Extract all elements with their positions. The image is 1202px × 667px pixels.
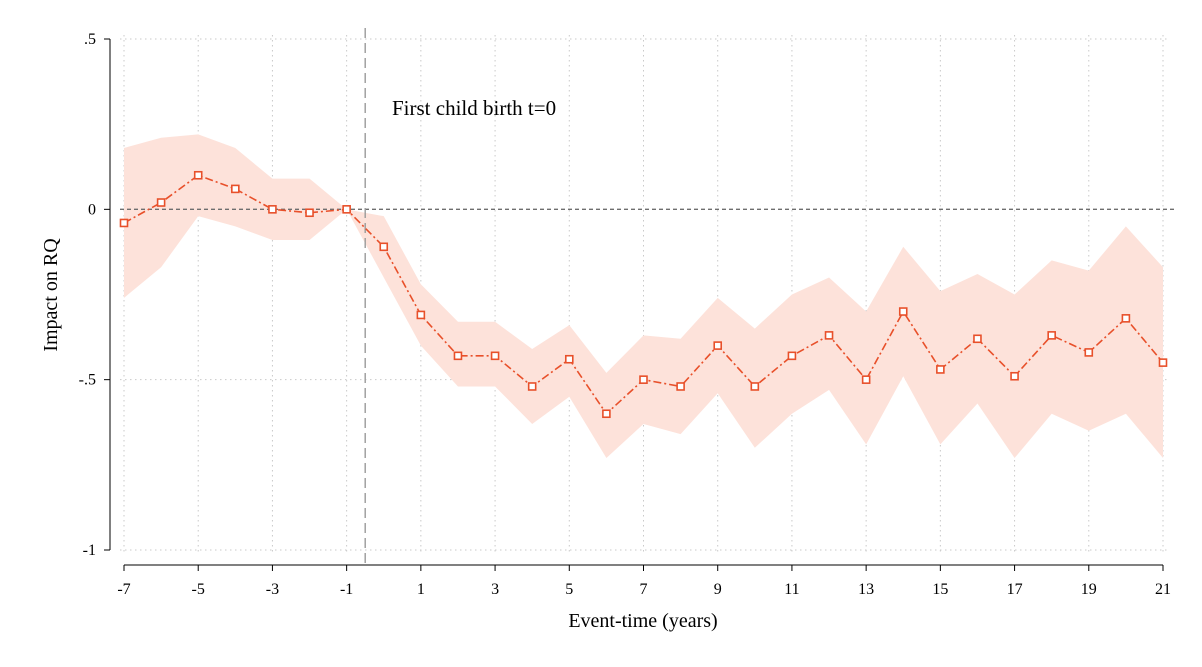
data-point	[490, 351, 500, 361]
data-point	[676, 382, 685, 391]
data-point	[1047, 331, 1056, 340]
data-point	[231, 184, 240, 194]
data-point	[564, 354, 574, 364]
x-axis-title: Event-time (years)	[568, 610, 717, 632]
x-tick-label: -1	[340, 581, 353, 598]
data-point	[379, 242, 389, 252]
data-point	[1158, 358, 1168, 367]
data-point	[861, 375, 871, 384]
data-point	[416, 310, 426, 320]
data-point	[527, 382, 537, 391]
data-point	[156, 198, 166, 207]
x-tick-label: 1	[417, 581, 425, 598]
x-tick-label: 19	[1081, 581, 1097, 598]
data-point	[824, 331, 834, 340]
data-point	[973, 334, 982, 344]
data-point	[193, 170, 203, 180]
x-tick-label: -5	[192, 581, 205, 598]
series-markers	[119, 170, 1168, 419]
data-point	[713, 341, 723, 350]
data-point	[453, 351, 463, 361]
data-point	[305, 208, 314, 218]
tick-labels: .50-.5-1-7 -5 -3 -1 1 3 5 7 9 11 13 15 17 19 21	[79, 31, 1171, 598]
y-tick-label: 0	[88, 201, 96, 218]
data-point	[602, 409, 611, 419]
y-tick-label: -1	[83, 542, 96, 559]
x-tick-label: 3	[491, 581, 499, 598]
x-tick-label: 7	[640, 581, 648, 598]
ci-band	[124, 134, 1163, 459]
y-tick-label: -.5	[79, 372, 96, 389]
data-point	[639, 375, 648, 384]
data-point	[268, 205, 277, 214]
x-tick-label: 9	[714, 581, 722, 598]
x-tick-label: 17	[1007, 581, 1023, 598]
x-tick-label: 11	[784, 581, 799, 598]
x-tick-label: -3	[266, 581, 279, 598]
grid-lines	[120, 35, 1167, 554]
y-axis-title: Impact on RQ	[40, 238, 62, 352]
data-point	[342, 205, 351, 214]
data-point	[898, 307, 908, 316]
x-tick-label: 13	[858, 581, 874, 598]
data-point	[1121, 314, 1131, 323]
confidence-band	[124, 134, 1163, 459]
x-tick-label: 21	[1155, 581, 1171, 598]
data-point	[1084, 348, 1094, 357]
data-point	[936, 365, 945, 374]
x-tick-label: 15	[932, 581, 948, 598]
axes	[104, 38, 1164, 571]
reference-lines	[120, 28, 1177, 568]
data-point	[787, 351, 797, 361]
data-point	[750, 382, 760, 391]
data-point	[1010, 371, 1019, 381]
data-point	[119, 218, 129, 228]
y-tick-label: .5	[84, 31, 96, 48]
x-tick-label: 5	[565, 581, 573, 598]
x-tick-label: -7	[117, 581, 130, 598]
event-annotation: First child birth t=0	[392, 96, 556, 120]
